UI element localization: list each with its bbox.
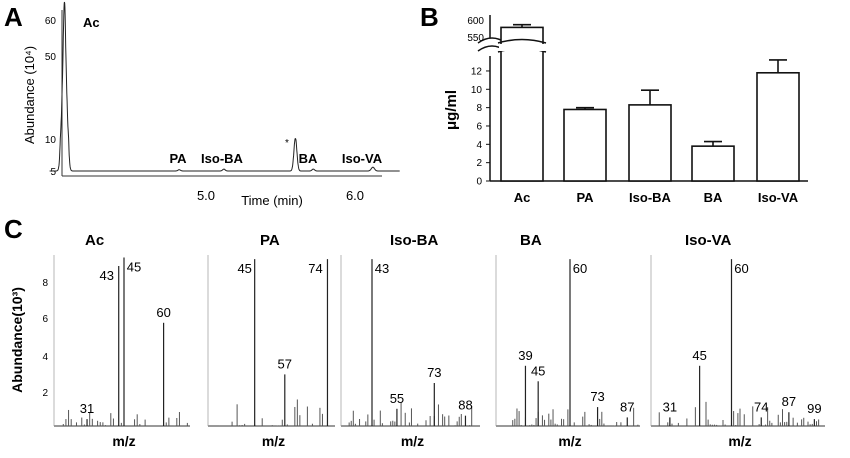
panel-b-y-ticks: 0 2 4 6 8 10 12 bbox=[471, 66, 490, 188]
spectrum-peak-label-39: 39 bbox=[518, 348, 532, 363]
spectrum-peak-label-74: 74 bbox=[308, 261, 322, 276]
panel-a-peak-label-asterisk: * bbox=[285, 138, 289, 149]
spectrum-xlabel: m/z bbox=[112, 433, 135, 449]
panel-a-chromatogram: Abundance (10⁴) Time (min) 5 10 50 60 5.… bbox=[22, 1, 400, 208]
spectrum-peak-label-74: 74 bbox=[754, 399, 768, 414]
panel-a-ylabel: Abundance (10⁴) bbox=[22, 46, 37, 144]
spectrum-peak-label-45: 45 bbox=[237, 261, 251, 276]
spectrum-peak-label-87: 87 bbox=[782, 394, 796, 409]
panel-b-bar-ac bbox=[500, 26, 544, 182]
spectrum-peak-label-43: 43 bbox=[99, 268, 113, 283]
spectrum-peak-label-73: 73 bbox=[590, 389, 604, 404]
panel-a-ytick-10: 10 bbox=[45, 135, 57, 146]
panel-b-category-pa: PA bbox=[576, 190, 594, 205]
panel-b-category-ba: BA bbox=[704, 190, 723, 205]
panel-b-bar-iso-va bbox=[756, 71, 800, 182]
panel-c-ytick-4: 4 bbox=[42, 352, 48, 363]
panel-a-peak-label-pa: PA bbox=[169, 151, 187, 166]
panel-b-category-iso-ba: Iso-BA bbox=[629, 190, 672, 205]
panel-letter-b: B bbox=[420, 2, 439, 32]
panel-b-category-iso-va: Iso-VA bbox=[758, 190, 799, 205]
panel-b-bars: Ac PA Iso-BA BA Iso-VA bbox=[497, 23, 800, 205]
panel-b-ytick-label: 6 bbox=[476, 121, 482, 132]
spectrum-peak-label-45: 45 bbox=[692, 348, 706, 363]
spectrum-peak-label-88: 88 bbox=[458, 398, 472, 413]
panel-c-mass-spectra: Abundance(10³) 2 4 6 8 31 43 45 60 Ac m/z 45 57… bbox=[9, 232, 825, 449]
panel-a-peak-label-ba: BA bbox=[299, 151, 318, 166]
spectrum-peak-label-57: 57 bbox=[278, 356, 292, 371]
spectrum-peak-label-60: 60 bbox=[573, 261, 587, 276]
panel-c-spectra-group: 31 43 45 60 Ac m/z 45 57 74 PA m/z 43 55 73 88 Iso-BA m/… bbox=[53, 232, 825, 449]
panel-b-ytick-600: 600 bbox=[467, 16, 484, 27]
spectrum-peak-label-31: 31 bbox=[80, 401, 94, 416]
panel-a-xlabel: Time (min) bbox=[241, 193, 303, 208]
panel-b-bar-iso-ba bbox=[628, 104, 672, 182]
spectrum-peak-label-45: 45 bbox=[127, 259, 141, 274]
panel-b-ylabel: μg/ml bbox=[443, 90, 460, 130]
panel-a-peak-label-iso-ba: Iso-BA bbox=[201, 151, 244, 166]
spectrum-peak-label-31: 31 bbox=[663, 399, 677, 414]
panel-b-ytick-label: 8 bbox=[476, 103, 482, 114]
spectrum-title-ac: Ac bbox=[85, 232, 104, 249]
panel-b-bar-break-top bbox=[497, 38, 547, 44]
spectrum-title-iso-ba: Iso-BA bbox=[390, 232, 439, 249]
panel-b-ytick-label: 10 bbox=[471, 85, 483, 96]
spectrum-xlabel: m/z bbox=[558, 433, 581, 449]
spectrum-xlabel: m/z bbox=[728, 433, 751, 449]
spectrum-iso-va: 31 45 60 74 87 99 Iso-VA m/z bbox=[650, 232, 825, 449]
panel-b-ytick-label: 4 bbox=[476, 140, 482, 151]
spectrum-ac: 31 43 45 60 Ac m/z bbox=[53, 232, 190, 449]
panel-b-break-gap bbox=[499, 44, 545, 51]
panel-b-bar-ba bbox=[691, 145, 735, 182]
panel-c-ytick-2: 2 bbox=[42, 388, 48, 399]
spectrum-title-pa: PA bbox=[260, 232, 280, 249]
panel-a-peak-label-iso-va: Iso-VA bbox=[342, 151, 383, 166]
spectrum-xlabel: m/z bbox=[262, 433, 285, 449]
panel-a-ytick-60: 60 bbox=[45, 16, 57, 27]
spectrum-peak-label-87: 87 bbox=[620, 399, 634, 414]
panel-b-category-ac: Ac bbox=[514, 190, 531, 205]
panel-b-ytick-550: 550 bbox=[467, 33, 484, 44]
panel-b-ytick-label: 0 bbox=[476, 177, 482, 188]
spectrum-title-ba: BA bbox=[520, 232, 542, 249]
spectrum-iso-ba: 43 55 73 88 Iso-BA m/z bbox=[340, 232, 480, 449]
spectrum-peak-label-43: 43 bbox=[375, 261, 389, 276]
panel-c-ytick-6: 6 bbox=[42, 314, 48, 325]
panel-letter-c: C bbox=[4, 214, 23, 244]
spectrum-peak-label-99: 99 bbox=[807, 401, 821, 416]
panel-b-bar-pa bbox=[563, 108, 607, 182]
panel-a-peak-label-ac: Ac bbox=[83, 15, 100, 30]
panel-a-xtick-6-0: 6.0 bbox=[346, 188, 364, 203]
spectrum-peak-label-45: 45 bbox=[531, 363, 545, 378]
panel-c-ytick-8: 8 bbox=[42, 278, 48, 289]
panel-a-ytick-50: 50 bbox=[45, 52, 57, 63]
panel-b-ytick-label: 2 bbox=[476, 158, 482, 169]
panel-a-chromatogram-trace bbox=[49, 1, 400, 172]
spectrum-peak-label-60: 60 bbox=[156, 305, 170, 320]
panel-c-ylabel: Abundance(10³) bbox=[9, 287, 25, 393]
panel-a-xtick-5-0: 5.0 bbox=[197, 188, 215, 203]
spectrum-peak-label-60: 60 bbox=[734, 261, 748, 276]
spectrum-peak-label-73: 73 bbox=[427, 365, 441, 380]
panel-a-ytick-5: 5 bbox=[50, 167, 56, 178]
spectrum-peak-label-55: 55 bbox=[390, 391, 404, 406]
spectrum-pa: 45 57 74 PA m/z bbox=[207, 232, 335, 449]
panel-letter-a: A bbox=[4, 2, 23, 32]
panel-b-bar-chart: 600 550 0 2 4 6 8 10 12 μg/ml Ac PA Iso-BA BA Iso-… bbox=[443, 15, 808, 205]
spectrum-xlabel: m/z bbox=[401, 433, 424, 449]
panel-b-ytick-label: 12 bbox=[471, 66, 483, 77]
spectrum-title-iso-va: Iso-VA bbox=[685, 232, 732, 249]
